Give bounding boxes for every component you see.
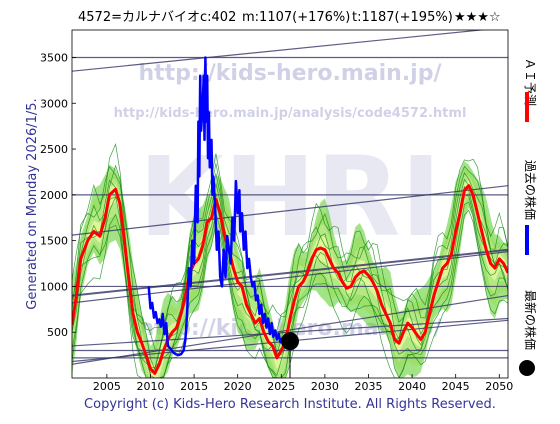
y-tick-label: 2000 [40,189,68,202]
x-tick-label: 2020 [224,380,252,393]
generated-date-text: Generated on Monday 2026/1/5. [25,98,40,309]
watermark-big: KHRI [139,133,442,261]
plot-frame [71,29,509,379]
forecast-band-line [72,201,508,378]
watermark-url-main: http://kids-hero.main.jp/ [138,61,442,86]
x-tick-label: 2045 [442,380,470,393]
axis-layer: 2005 2010 2015 2020 2025 2030 2035 2040 2045 2050… [40,51,513,393]
trend-line [72,185,508,236]
x-tick-label: 2035 [354,380,382,393]
series-line-ai-forecast [72,184,508,375]
trend-line [72,251,508,304]
x-tick-label: 2005 [93,380,121,393]
forecast-band-line [72,194,508,378]
header-stars: ★★★☆ [454,10,501,25]
watermark-url-analysis: http://kids-hero.main.jp/analysis/code45… [114,106,467,121]
x-tick-label: 2025 [267,380,295,393]
x-tick-label: 2050 [485,380,513,393]
header-stock: 4572=カルナバイオ [78,10,200,25]
x-tick-label: 2030 [311,380,339,393]
latest-price-point [281,332,299,351]
y-tick-label: 3000 [40,97,68,110]
x-tick-label: 2040 [398,380,426,393]
header: 4572=カルナバイオ c:402 m:1107(+176%) t:1187(+… [78,10,501,25]
header-current: c:402 [200,10,236,25]
x-tick-label: 2015 [180,380,208,393]
trend-line [72,30,487,72]
y-tick-label: 1000 [40,280,68,293]
header-target: t:1187(+195%) [352,10,453,25]
plot-layer [72,30,508,378]
legend-label-past-price: 過去の株価 [523,160,538,220]
y-tick-label: 3500 [40,51,68,64]
legend-label-latest-price: 最新の株価 [523,290,538,350]
header-mean: m:1107(+176%) [242,10,350,25]
x-tick-label: 2010 [136,380,164,393]
y-tick-label: 1500 [40,235,68,248]
legend-swatch-latest-price [519,360,535,376]
forecast-band-1 [72,180,508,378]
forecast-band-2 [72,175,508,378]
copyright-footer: Copyright (c) Kids-Hero Research Institu… [84,397,496,412]
trend-line [72,248,508,297]
y-tick-label: 500 [47,326,68,339]
series-line-past-price [147,56,291,357]
forecast-band-line [72,142,508,331]
forecast-band-line [72,163,508,351]
y-tick-label: 2500 [40,143,68,156]
legend: ＡＩ予測 過去の株価 最新の株価 [519,58,538,376]
